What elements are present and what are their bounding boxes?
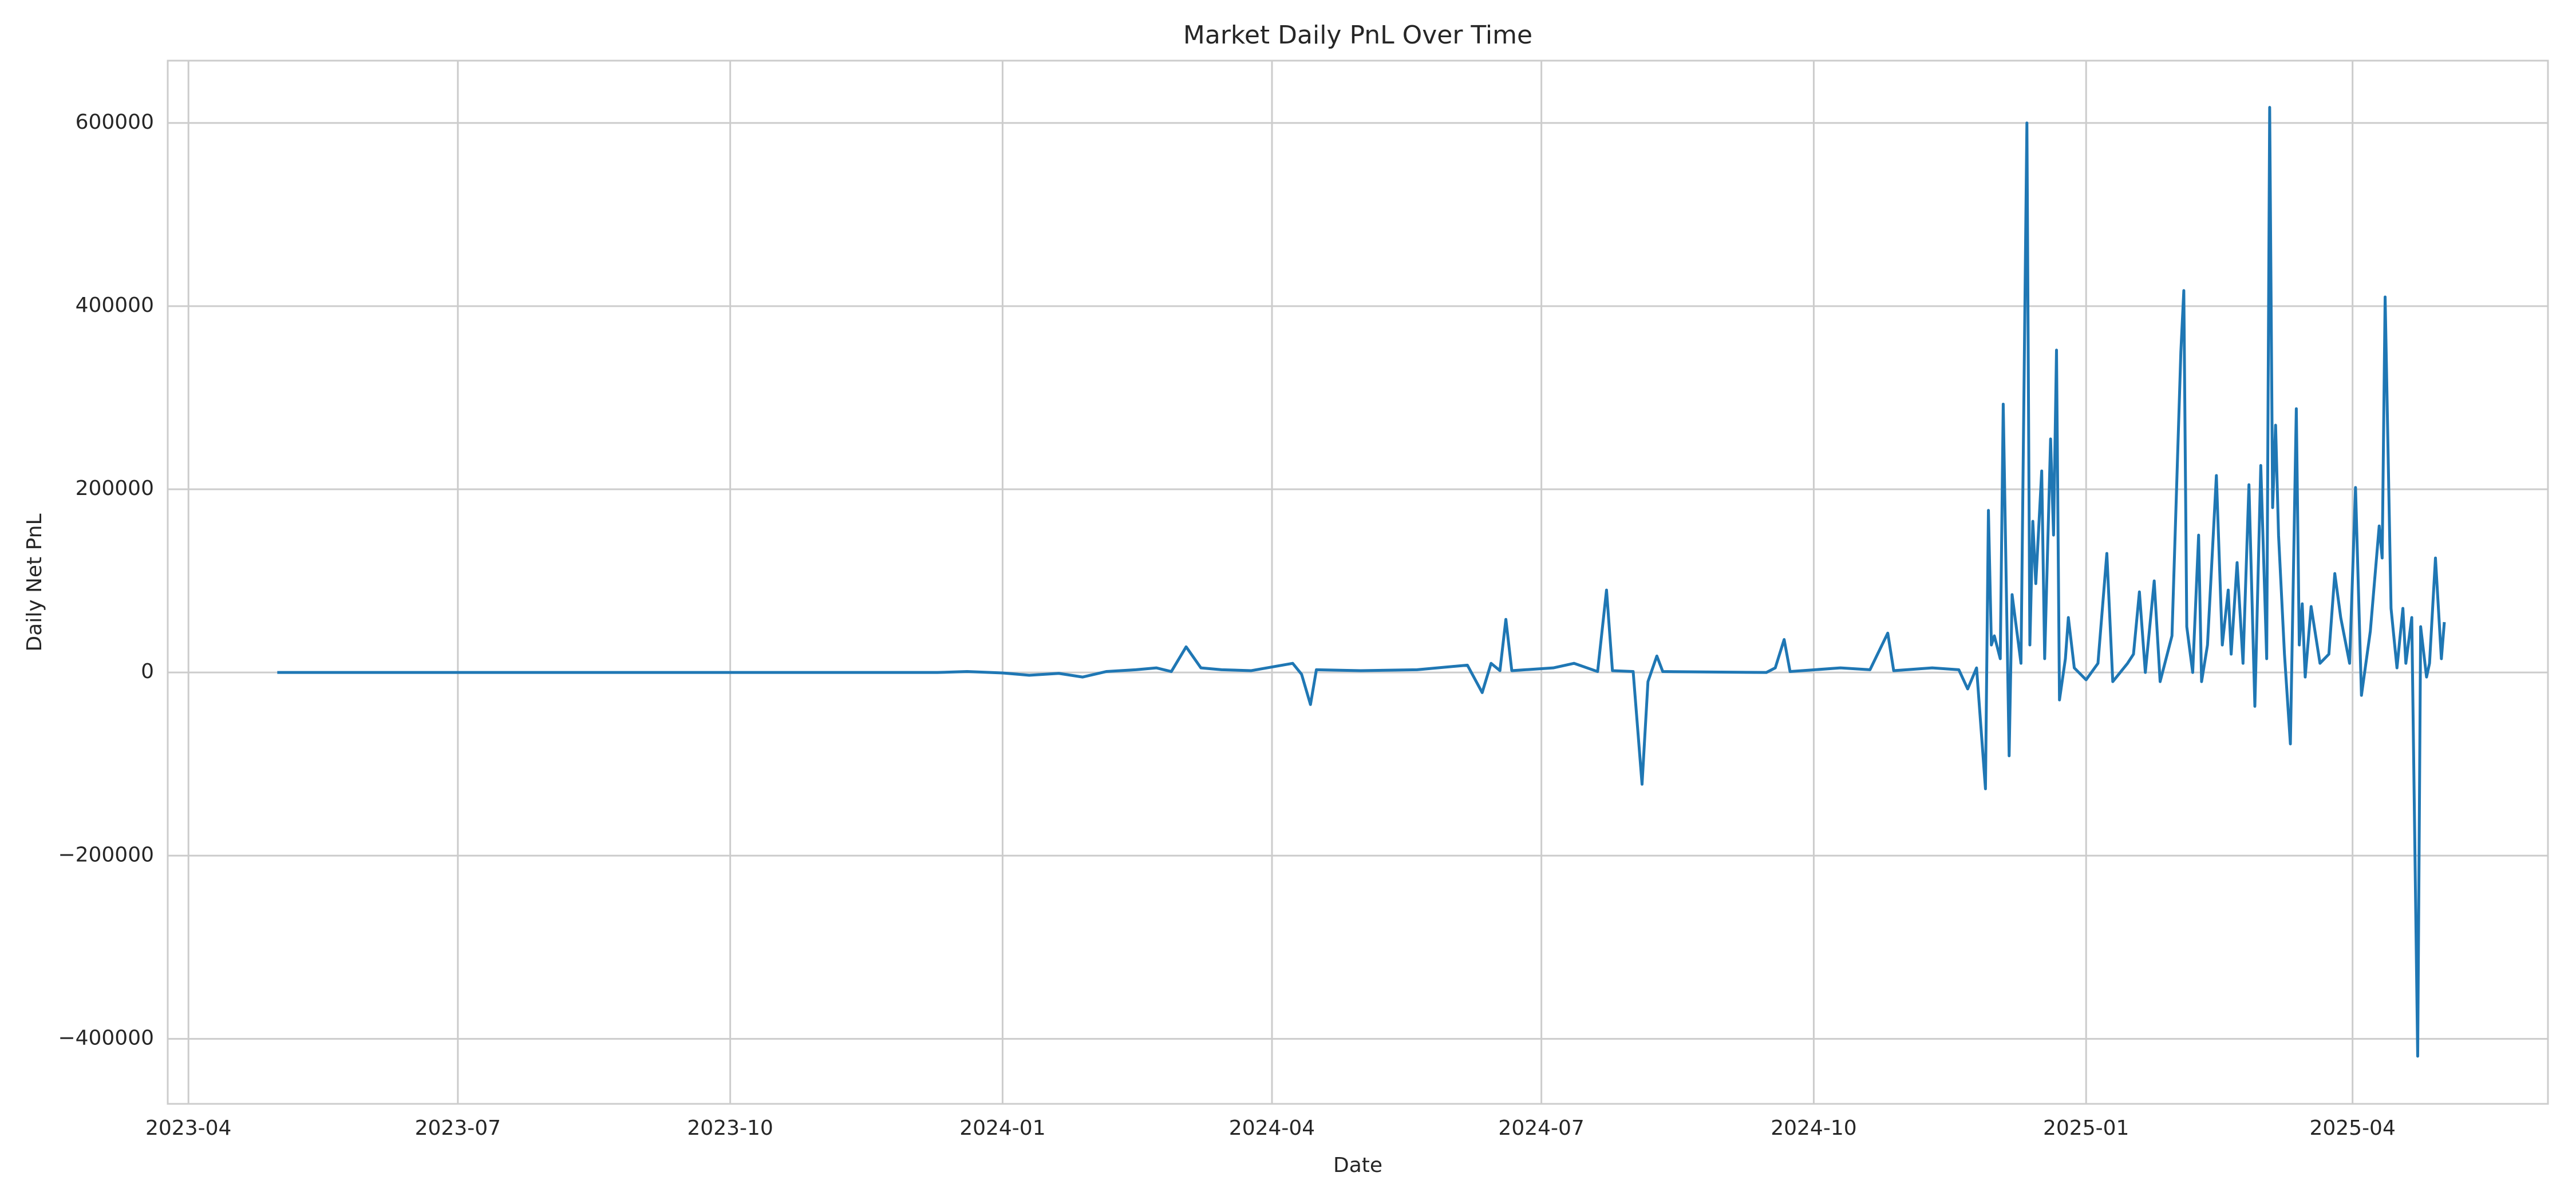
- y-tick-label: −200000: [58, 843, 154, 866]
- x-axis-label: Date: [1333, 1154, 1382, 1177]
- x-tick-label: 2025-04: [2309, 1116, 2395, 1140]
- x-tick-label: 2023-04: [145, 1116, 231, 1140]
- x-tick-label: 2024-01: [959, 1116, 1045, 1140]
- y-tick-label: 0: [141, 660, 154, 683]
- y-tick-label: 200000: [76, 477, 154, 500]
- x-tick-label: 2024-04: [1229, 1116, 1315, 1140]
- x-tick-label: 2025-01: [2043, 1116, 2129, 1140]
- x-tick-label: 2024-10: [1771, 1116, 1856, 1140]
- chart-title: Market Daily PnL Over Time: [1183, 21, 1532, 50]
- plot-frame: [167, 60, 2549, 1105]
- data-line: [277, 106, 2446, 1058]
- y-tick-label: 400000: [76, 294, 154, 317]
- x-tick-label: 2023-10: [687, 1116, 773, 1140]
- x-tick-label: 2024-07: [1498, 1116, 1584, 1140]
- x-tick-label: 2023-07: [415, 1116, 501, 1140]
- y-axis-label: Daily Net PnL: [23, 513, 46, 651]
- y-tick-label: 600000: [76, 110, 154, 134]
- y-tick-label: −400000: [58, 1026, 154, 1049]
